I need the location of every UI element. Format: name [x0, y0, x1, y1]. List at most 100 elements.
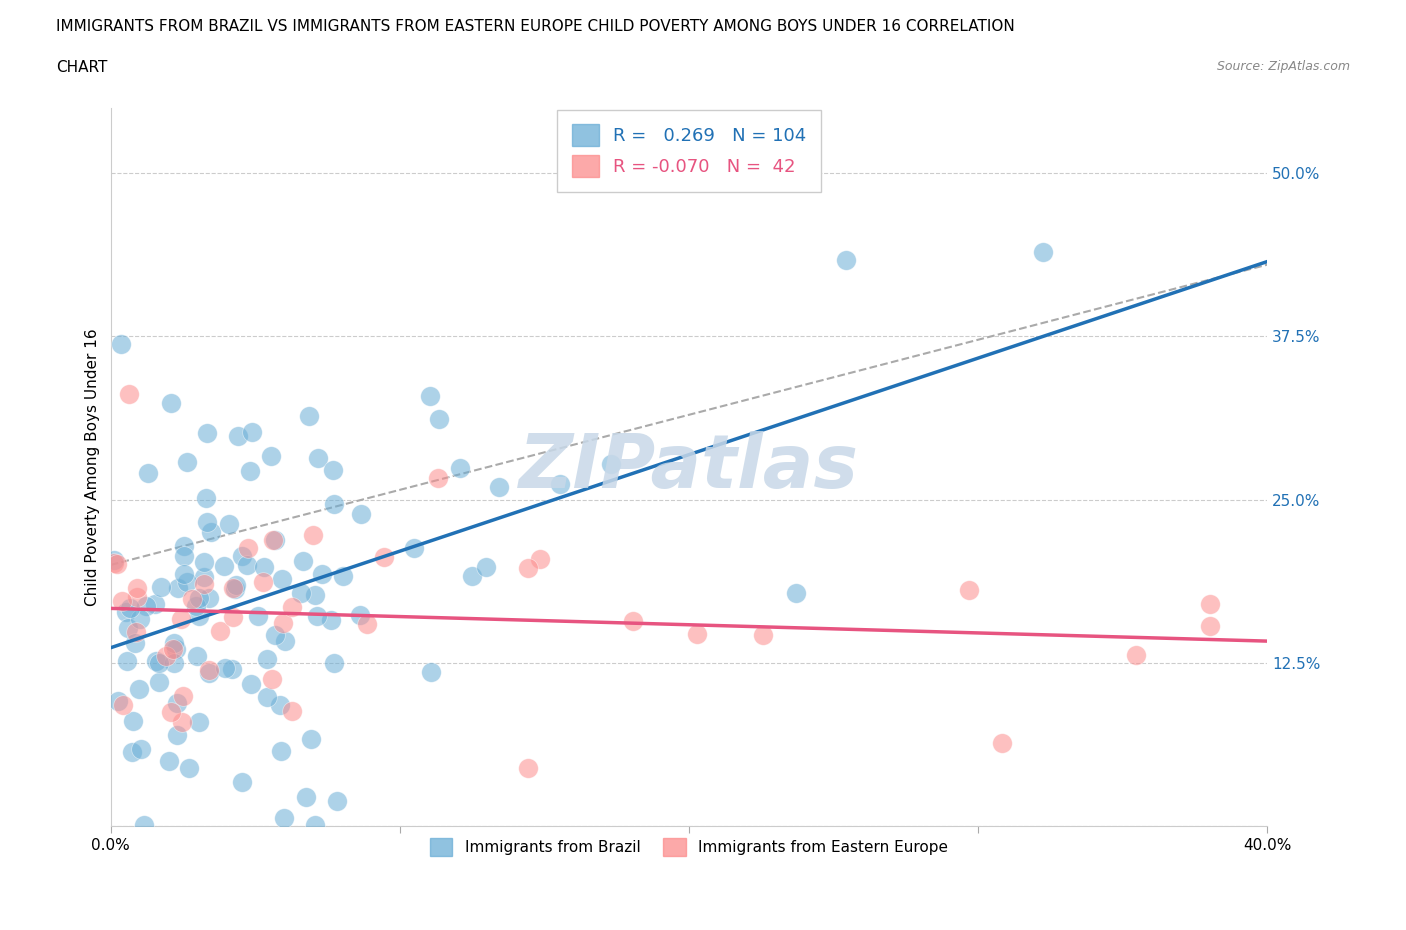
Point [260, 448, 283, 463]
Point [517, 761, 540, 776]
Point [120, 601, 142, 616]
Point [449, 460, 471, 475]
Point [135, 599, 157, 614]
Point [193, 577, 215, 591]
Point [170, 714, 193, 729]
Point [274, 633, 297, 648]
Point [299, 731, 322, 746]
Point [600, 457, 623, 472]
Point [166, 696, 188, 711]
Point [420, 665, 443, 680]
Point [322, 497, 344, 512]
Point [256, 651, 278, 666]
Point [173, 538, 195, 553]
Point [218, 516, 240, 531]
Point [111, 593, 134, 608]
Point [105, 556, 128, 571]
Point [294, 790, 316, 804]
Point [166, 728, 188, 743]
Point [238, 541, 260, 556]
Point [193, 554, 215, 569]
Point [260, 671, 283, 686]
Point [187, 591, 209, 605]
Point [785, 586, 807, 601]
Point [162, 636, 184, 651]
Point [419, 388, 441, 403]
Point [186, 649, 208, 664]
Point [273, 616, 295, 631]
Point [270, 744, 292, 759]
Point [356, 617, 378, 631]
Point [149, 579, 172, 594]
Point [226, 429, 249, 444]
Point [177, 761, 200, 776]
Point [291, 553, 314, 568]
Text: Source: ZipAtlas.com: Source: ZipAtlas.com [1216, 60, 1350, 73]
Point [252, 575, 274, 590]
Point [271, 572, 294, 587]
Point [323, 656, 346, 671]
Point [186, 599, 208, 614]
Point [298, 409, 321, 424]
Point [103, 556, 125, 571]
Point [957, 582, 980, 597]
Point [127, 581, 149, 596]
Point [247, 608, 270, 623]
Text: CHART: CHART [56, 60, 108, 75]
Point [264, 628, 287, 643]
Point [517, 561, 540, 576]
Point [262, 533, 284, 548]
Point [322, 462, 344, 477]
Point [187, 609, 209, 624]
Point [304, 587, 326, 602]
Point [225, 578, 247, 592]
Point [222, 609, 245, 624]
Text: IMMIGRANTS FROM BRAZIL VS IMMIGRANTS FROM EASTERN EUROPE CHILD POVERTY AMONG BOY: IMMIGRANTS FROM BRAZIL VS IMMIGRANTS FRO… [56, 19, 1015, 33]
Point [311, 566, 333, 581]
Point [263, 533, 285, 548]
Point [117, 620, 139, 635]
Point [835, 253, 858, 268]
Point [155, 648, 177, 663]
Point [143, 596, 166, 611]
Point [162, 642, 184, 657]
Point [197, 662, 219, 677]
Point [124, 635, 146, 650]
Point [752, 628, 775, 643]
Text: ZIPatlas: ZIPatlas [519, 431, 859, 503]
Point [208, 623, 231, 638]
Point [134, 817, 156, 832]
Point [488, 480, 510, 495]
Point [373, 550, 395, 565]
Point [145, 654, 167, 669]
Point [290, 585, 312, 600]
Point [349, 608, 371, 623]
Point [273, 811, 295, 826]
Point [128, 682, 150, 697]
Point [148, 674, 170, 689]
Point [304, 817, 326, 832]
Point [128, 612, 150, 627]
Point [103, 552, 125, 567]
Point [550, 476, 572, 491]
Point [180, 591, 202, 606]
Point [1198, 597, 1220, 612]
Point [326, 793, 349, 808]
Point [198, 665, 221, 680]
Point [114, 604, 136, 619]
Point [195, 490, 218, 505]
Point [200, 525, 222, 539]
Point [236, 558, 259, 573]
Point [170, 611, 193, 626]
Point [475, 560, 498, 575]
Point [686, 627, 709, 642]
Point [160, 395, 183, 410]
Point [256, 690, 278, 705]
Point [281, 703, 304, 718]
Point [125, 590, 148, 604]
Point [1125, 647, 1147, 662]
Point [148, 656, 170, 671]
Point [224, 582, 246, 597]
Point [107, 693, 129, 708]
Point [118, 386, 141, 401]
